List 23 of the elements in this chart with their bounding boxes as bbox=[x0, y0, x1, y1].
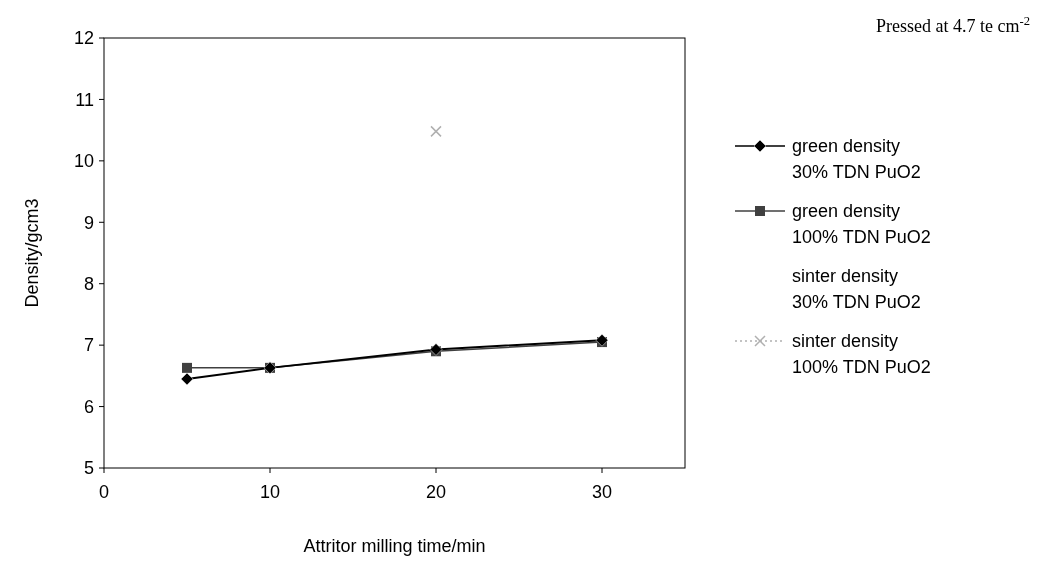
text: Pressed at 4.7 te cm$^{-2}$ bbox=[876, 14, 1030, 36]
y-tick-label: 7 bbox=[83, 335, 94, 356]
y-axis-title: Density/gcm3 bbox=[22, 198, 42, 308]
y-tick-label: 11 bbox=[75, 89, 94, 110]
y-tick-label: 9 bbox=[83, 212, 94, 233]
y-tick-label: 8 bbox=[83, 274, 94, 295]
x-tick-label: 10 bbox=[259, 482, 281, 502]
y-tick-label: 5 bbox=[83, 458, 94, 479]
y-tick-label: 12 bbox=[73, 28, 94, 49]
x-tick-label: 30 bbox=[591, 482, 613, 502]
x-tick-label: 0 bbox=[98, 482, 110, 502]
x-tick-label: 20 bbox=[425, 482, 447, 502]
point bbox=[595, 333, 609, 347]
legend-label: sinter density 100% TDN PuO2 bbox=[792, 331, 931, 377]
y-tick-label: 10 bbox=[73, 151, 94, 172]
text: sinter density 30% TDN PuO2 bbox=[792, 266, 921, 312]
legend-label: green density 100% TDN PuO2 bbox=[792, 201, 931, 247]
point bbox=[182, 362, 192, 373]
point bbox=[430, 125, 442, 138]
y-tick-label: 6 bbox=[83, 396, 94, 417]
legend-label: green density 30% TDN PuO2 bbox=[792, 136, 921, 182]
x-axis-title: Attritor milling time/min bbox=[303, 536, 486, 556]
point bbox=[180, 372, 194, 386]
